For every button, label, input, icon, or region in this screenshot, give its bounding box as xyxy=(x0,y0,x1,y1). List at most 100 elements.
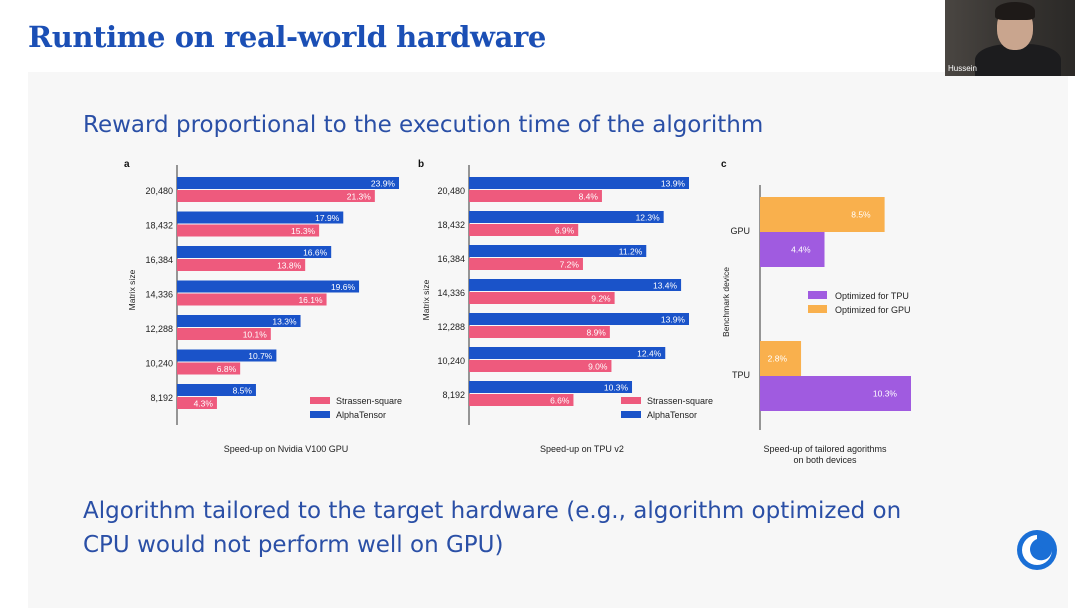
chart-a-bar-strassen xyxy=(177,362,241,375)
chart-b-bar-strassen xyxy=(469,224,579,236)
chart-b-bar-alphatensor xyxy=(469,347,666,359)
chart-b-tick-label: 8,192 xyxy=(442,390,465,400)
chart-c-legend-swatch xyxy=(808,305,827,313)
webcam-name-label: Hussein xyxy=(948,64,977,73)
chart-b-y-axis-label: Matrix size xyxy=(421,279,431,320)
chart-b-data-label: 7.2% xyxy=(560,260,580,270)
chart-b-legend-swatch xyxy=(621,397,641,404)
chart-b-bar-strassen xyxy=(469,292,615,304)
chart-a-bar-strassen xyxy=(177,224,320,237)
chart-a-data-label: 8.5% xyxy=(233,386,253,396)
chart-b-tick-label: 12,288 xyxy=(437,322,465,332)
chart-b-legend-label: AlphaTensor xyxy=(647,410,697,420)
chart-b-bar-strassen xyxy=(469,190,602,202)
chart-a-tick-label: 18,432 xyxy=(145,221,173,231)
bottom-statement: Algorithm tailored to the target hardwar… xyxy=(83,494,983,562)
chart-b-data-label: 11.2% xyxy=(619,247,643,257)
chart-c-bar-gpu-optimized xyxy=(760,197,885,232)
chart-c-x-axis-label-line2: on both devices xyxy=(793,455,857,465)
chart-a-bar-alphatensor xyxy=(177,211,344,224)
chart-a-data-label: 6.8% xyxy=(217,364,237,374)
chart-b-bar-strassen xyxy=(469,360,612,372)
chart-c-legend-label: Optimized for TPU xyxy=(835,291,909,301)
chart-b-bar-alphatensor xyxy=(469,381,633,393)
bottom-statement-line-2: CPU would not perform well on GPU) xyxy=(83,532,504,558)
chart-c-bar-gpu-optimized xyxy=(760,341,802,376)
chart-b-tick-label: 10,240 xyxy=(437,356,465,366)
chart-a-bar-strassen xyxy=(177,190,375,202)
chart-b-bar-strassen xyxy=(469,326,610,338)
chart-b-data-label: 9.0% xyxy=(588,362,608,372)
bottom-statement-line-1: Algorithm tailored to the target hardwar… xyxy=(83,498,902,524)
chart-a-data-label: 4.3% xyxy=(194,399,214,409)
chart-a-bar-alphatensor xyxy=(177,315,301,327)
chart-b-bar-alphatensor xyxy=(469,313,689,325)
slide-title: Runtime on real-world hardware xyxy=(28,20,546,54)
chart-a-tick-label: 14,336 xyxy=(145,290,173,300)
chart-a-data-label: 13.3% xyxy=(272,317,297,327)
chart-a-legend-swatch xyxy=(310,411,330,418)
chart-a-data-label: 23.9% xyxy=(371,179,396,189)
chart-a-panel-letter: a xyxy=(124,159,130,170)
chart-a-tick-label: 10,240 xyxy=(145,359,173,369)
chart-a-bar-strassen xyxy=(177,328,271,340)
chart-a-bar-strassen xyxy=(177,259,306,271)
chart-a-data-label: 13.8% xyxy=(277,261,302,271)
chart-b-x-axis-label: Speed-up on TPU v2 xyxy=(540,444,624,454)
slide-subtitle: Reward proportional to the execution tim… xyxy=(83,112,764,138)
chart-c-bar-tpu-optimized xyxy=(760,376,911,411)
chart-b-legend-label: Strassen-square xyxy=(647,396,713,406)
chart-c-tick-label: GPU xyxy=(730,226,750,236)
chart-b-bar-alphatensor xyxy=(469,177,689,189)
chart-a-bar-strassen xyxy=(177,293,327,306)
chart-a-data-label: 16.6% xyxy=(303,248,328,258)
chart-c-data-label: 4.4% xyxy=(791,245,811,255)
chart-b-data-label: 6.9% xyxy=(555,226,575,236)
chart-a-bar-alphatensor xyxy=(177,384,256,396)
chart-b-bar-strassen xyxy=(469,394,574,406)
chart-a-data-label: 19.6% xyxy=(331,282,356,292)
chart-b-bar-alphatensor xyxy=(469,211,664,223)
chart-c-data-label: 2.8% xyxy=(768,354,788,364)
chart-a-data-label: 16.1% xyxy=(298,295,323,305)
chart-a-legend-label: Strassen-square xyxy=(336,396,402,406)
chart-c-x-axis-label-line1: Speed-up of tailored agorithms xyxy=(763,444,887,454)
chart-c-y-axis-label: Benchmark device xyxy=(721,267,731,337)
chart-a-bar-alphatensor xyxy=(177,349,277,362)
webcam-video-tile[interactable]: Hussein xyxy=(945,0,1075,76)
chart-b-data-label: 13.9% xyxy=(661,315,686,325)
chart-a-x-axis-label: Speed-up on Nvidia V100 GPU xyxy=(224,444,349,454)
chart-c-legend-swatch xyxy=(808,291,827,299)
chart-a-bar-strassen xyxy=(177,397,217,409)
chart-b-bar-strassen xyxy=(469,258,583,270)
chart-a-tick-label: 8,192 xyxy=(150,393,173,403)
chart-b-bar-alphatensor xyxy=(469,245,647,257)
webcam-person-hair xyxy=(995,2,1035,20)
chart-c-data-label: 8.5% xyxy=(851,210,871,220)
chart-b-data-label: 13.9% xyxy=(661,179,686,189)
deepmind-logo-icon xyxy=(1017,530,1057,570)
chart-c-panel-letter: c xyxy=(721,159,727,170)
chart-a-legend-label: AlphaTensor xyxy=(336,410,386,420)
chart-a-data-label: 21.3% xyxy=(347,192,372,202)
chart-b-data-label: 8.9% xyxy=(586,328,606,338)
chart-b-data-label: 9.2% xyxy=(591,294,611,304)
chart-b-tick-label: 14,336 xyxy=(437,288,465,298)
chart-a-data-label: 15.3% xyxy=(291,226,316,236)
chart-b-panel-letter: b xyxy=(418,159,424,170)
chart-a-tick-label: 20,480 xyxy=(145,186,173,196)
chart-a-data-label: 10.1% xyxy=(243,330,268,340)
chart-b-bar-alphatensor xyxy=(469,279,682,291)
chart-a-legend-swatch xyxy=(310,397,330,404)
chart-b-data-label: 12.3% xyxy=(636,213,661,223)
chart-a-data-label: 17.9% xyxy=(315,213,340,223)
chart-b-data-label: 6.6% xyxy=(550,396,570,406)
chart-a-bar-alphatensor xyxy=(177,177,399,189)
chart-c-tick-label: TPU xyxy=(732,370,750,380)
chart-a-data-label: 10.7% xyxy=(248,351,273,361)
chart-b-data-label: 8.4% xyxy=(579,192,599,202)
chart-b-data-label: 13.4% xyxy=(653,281,678,291)
chart-b-tick-label: 16,384 xyxy=(437,254,465,264)
chart-a-bar-alphatensor xyxy=(177,246,332,258)
